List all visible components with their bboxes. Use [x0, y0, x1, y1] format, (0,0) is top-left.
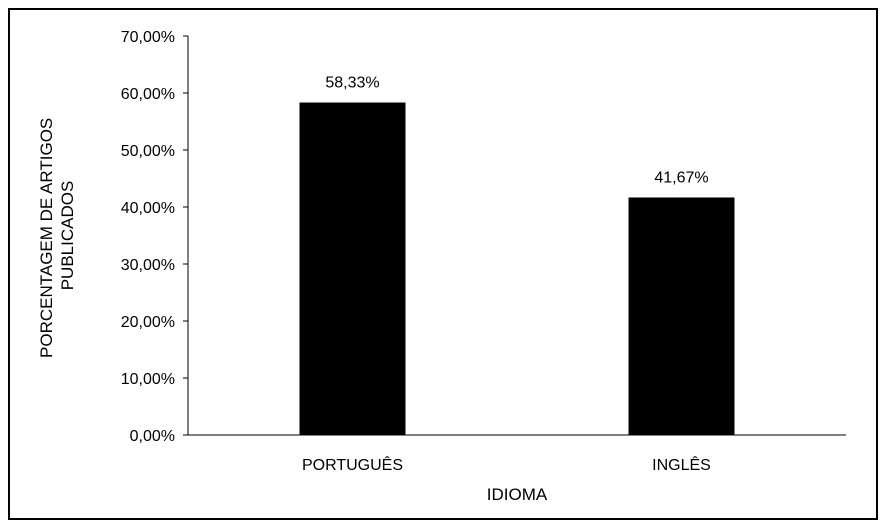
y-tick-label: 10,00%: [121, 371, 175, 388]
y-tick-label: 30,00%: [121, 257, 175, 274]
x-tick-label: PORTUGUÊS: [302, 455, 403, 474]
y-tick-label: 0,00%: [130, 428, 175, 445]
data-label: 41,67%: [654, 169, 708, 186]
data-labels-group: 58,33% 41,67%: [325, 75, 708, 187]
y-axis-title: PORCENTAGEM DE ARTIGOS PUBLICADOS: [37, 113, 77, 358]
x-axis-tick-labels: PORTUGUÊS INGLÊS: [302, 455, 711, 474]
y-tick-label: 60,00%: [121, 86, 175, 103]
bar-ingles: [628, 197, 735, 435]
y-tick-label: 20,00%: [121, 314, 175, 331]
y-axis-ticks: 0,00% 10,00% 20,00% 30,00% 40,00% 50,00% 60,00…: [121, 29, 188, 445]
y-tick-label: 70,00%: [121, 29, 175, 46]
y-tick-label: 40,00%: [121, 200, 175, 217]
bar-portugues: [299, 102, 406, 436]
y-axis-title-line-1: PORCENTAGEM DE ARTIGOS: [37, 118, 56, 358]
x-tick-label: INGLÊS: [652, 455, 711, 474]
y-tick-label: 50,00%: [121, 143, 175, 160]
data-label: 58,33%: [325, 75, 379, 92]
x-axis-title: IDIOMA: [487, 485, 548, 504]
y-axis-title-line-2: PUBLICADOS: [58, 181, 77, 291]
bars-group: [299, 102, 735, 436]
